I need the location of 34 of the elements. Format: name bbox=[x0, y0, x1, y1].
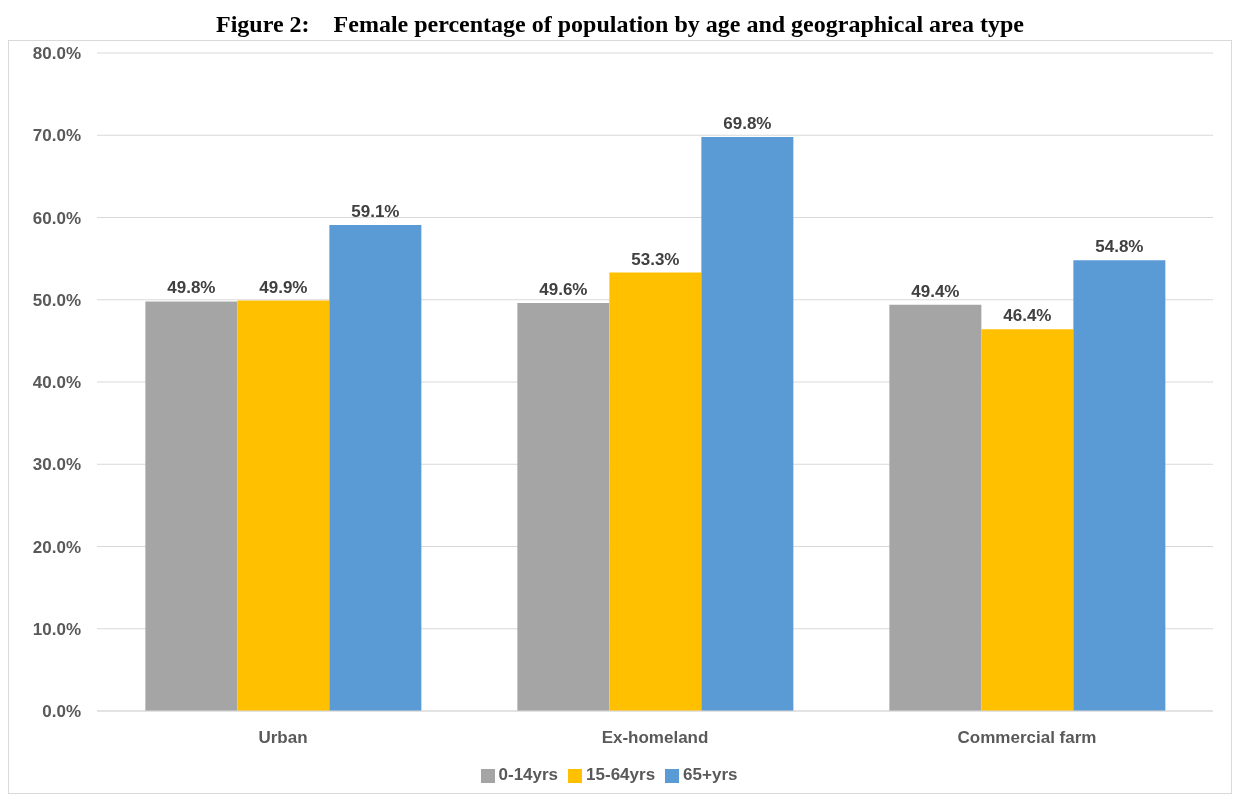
bar bbox=[609, 272, 702, 711]
bar bbox=[701, 136, 794, 711]
bar bbox=[517, 303, 610, 711]
bar bbox=[889, 304, 982, 711]
data-label: 46.4% bbox=[1003, 306, 1052, 326]
chart-title: Figure 2: Female percentage of population by age and geographical area type bbox=[216, 11, 1024, 37]
legend-label: 15-64yrs bbox=[586, 765, 656, 784]
data-label: 69.8% bbox=[723, 113, 772, 133]
bar bbox=[1073, 260, 1166, 711]
y-tick-label: 10.0% bbox=[32, 619, 81, 639]
y-tick-label: 70.0% bbox=[32, 126, 81, 146]
data-label: 49.9% bbox=[259, 277, 308, 297]
data-label: 54.8% bbox=[1095, 237, 1144, 257]
x-tick-label: Urban bbox=[258, 728, 308, 748]
y-tick-label: 0.0% bbox=[42, 702, 81, 722]
legend-label: 0-14yrs bbox=[498, 765, 559, 784]
bar bbox=[981, 329, 1074, 711]
bar bbox=[145, 301, 238, 711]
x-tick-label: Commercial farm bbox=[957, 728, 1097, 748]
y-tick-label: 50.0% bbox=[32, 290, 81, 310]
y-tick-label: 20.0% bbox=[32, 537, 81, 557]
y-tick-label: 80.0% bbox=[32, 44, 81, 64]
data-label: 49.6% bbox=[539, 280, 588, 300]
y-tick-label: 30.0% bbox=[32, 455, 81, 475]
data-label: 59.1% bbox=[351, 201, 400, 221]
bar bbox=[329, 224, 422, 711]
legend-label: 65+yrs bbox=[683, 765, 738, 784]
x-tick-label: Ex-homeland bbox=[601, 728, 709, 748]
y-tick-label: 40.0% bbox=[32, 373, 81, 393]
data-label: 53.3% bbox=[631, 249, 680, 269]
y-tick-label: 60.0% bbox=[32, 208, 81, 228]
data-label: 49.4% bbox=[911, 281, 960, 301]
bar bbox=[237, 300, 330, 711]
data-label: 49.8% bbox=[167, 278, 216, 298]
